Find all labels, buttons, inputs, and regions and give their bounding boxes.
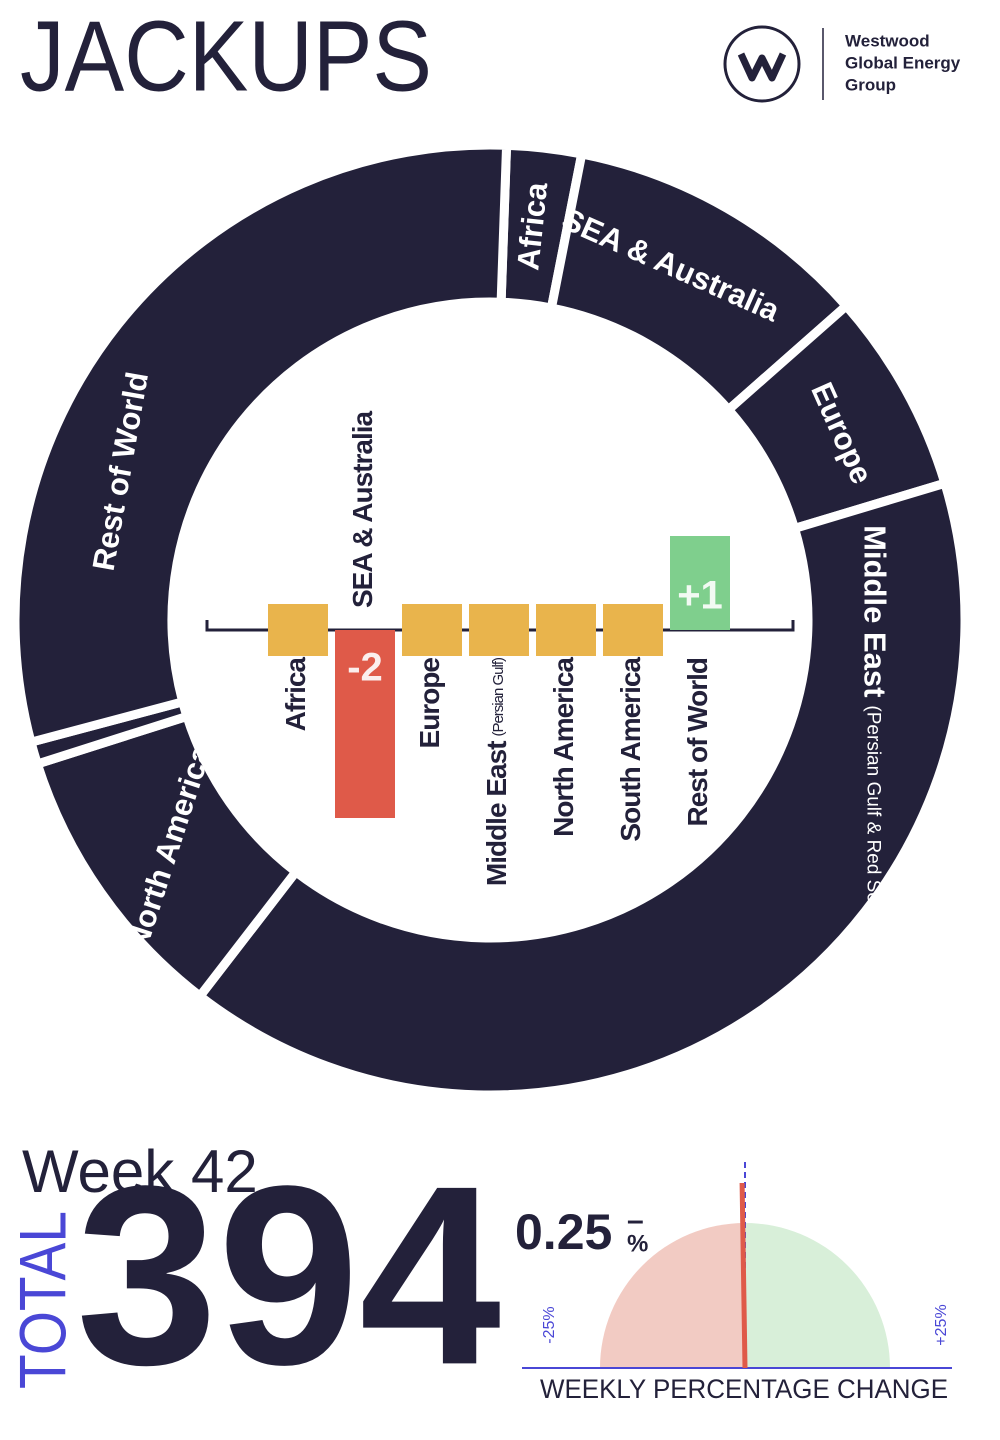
category-label-text: South America: [615, 657, 646, 842]
logo-text: Westwood: [845, 31, 930, 50]
segment-sublabel: (Persian Gulf & Red Sea): [862, 705, 883, 919]
segment-label: Middle East (Persian Gulf & Red Sea): [857, 525, 892, 920]
category-label-text: Rest of World: [682, 658, 713, 826]
gauge-needle: [739, 1182, 748, 1369]
category-label: Africa: [280, 657, 311, 732]
logo-text: Global Energy: [845, 53, 961, 72]
category-label-text: Europe: [414, 658, 445, 749]
donut-segment: [10, 140, 512, 748]
total-value: 394: [76, 1133, 501, 1418]
gauge-positive: [745, 1223, 890, 1368]
total-label: TOTAL: [5, 1211, 79, 1389]
bar-token: [603, 604, 663, 656]
category-label-text: North America: [548, 657, 579, 837]
segment-label-text: Middle East: [857, 525, 892, 697]
category-label: Rest of World: [682, 658, 713, 826]
bar-token: [402, 604, 462, 656]
logo-ring: [723, 25, 801, 103]
category-label: Middle East (Persian Gulf): [481, 657, 512, 886]
category-label: North America: [548, 657, 579, 837]
logo: Westwood Global Energy Group: [723, 25, 961, 103]
category-label-text: Africa: [280, 657, 311, 732]
bar-token: [268, 604, 328, 656]
bar: [670, 536, 730, 630]
period: Week 42: [22, 1138, 258, 1205]
category-label-text: SEA & Australia: [347, 410, 378, 608]
category-label: SEA & Australia: [347, 410, 378, 608]
gauge-tick-label: +25%: [933, 1304, 950, 1345]
page-title: JACKUPS: [20, 0, 432, 112]
gauge-negative: [600, 1223, 745, 1368]
bar-token: [536, 604, 596, 656]
gauge-tick-label: -25%: [541, 1306, 558, 1343]
logo-mark: [737, 52, 787, 82]
donut-segment: [193, 477, 970, 1100]
bar: [335, 630, 395, 818]
category-sublabel: (Persian Gulf): [490, 657, 507, 737]
gauge-value: 0.25: [515, 1204, 612, 1260]
gauge-unit: %: [627, 1230, 648, 1257]
bar-value-label: -2: [347, 646, 383, 690]
bar-value-label: +1: [677, 574, 723, 618]
category-label: Europe: [414, 658, 445, 749]
gauge-sign: –: [627, 1204, 644, 1237]
category-label-text: Middle East: [481, 741, 512, 886]
bar-token: [469, 604, 529, 656]
gauge-title: WEEKLY PERCENTAGE CHANGE: [540, 1374, 948, 1404]
logo-text: Group: [845, 75, 896, 94]
category-label: South America: [615, 657, 646, 842]
